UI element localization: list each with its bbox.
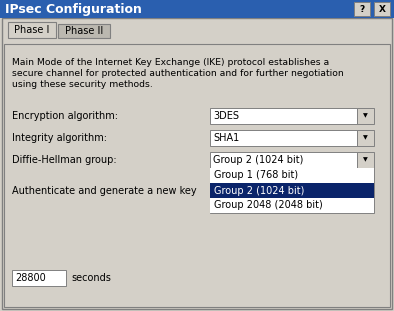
Text: using these security methods.: using these security methods.: [12, 80, 153, 89]
Bar: [210, 198, 374, 213]
Text: ▼: ▼: [363, 157, 368, 163]
Bar: [4, 44, 390, 307]
Text: Phase II: Phase II: [65, 26, 103, 36]
Text: IPsec Configuration: IPsec Configuration: [5, 2, 142, 16]
Text: ▼: ▼: [363, 136, 368, 141]
Text: Phase I: Phase I: [14, 25, 50, 35]
Text: Group 2 (1024 bit): Group 2 (1024 bit): [214, 185, 305, 196]
Text: Integrity algorithm:: Integrity algorithm:: [12, 133, 107, 143]
Bar: [58, 24, 110, 38]
Text: Main Mode of the Internet Key Exchange (IKE) protocol establishes a: Main Mode of the Internet Key Exchange (…: [12, 58, 329, 67]
Bar: [357, 108, 374, 124]
Text: Group 2 (1024 bit): Group 2 (1024 bit): [213, 155, 303, 165]
Text: secure channel for protected authentication and for further negotiation: secure channel for protected authenticat…: [12, 69, 344, 78]
Text: Encryption algorithm:: Encryption algorithm:: [12, 111, 118, 121]
Bar: [357, 152, 374, 168]
Text: Diffie-Hellman group:: Diffie-Hellman group:: [12, 155, 117, 165]
Bar: [210, 183, 374, 198]
Text: ?: ?: [359, 4, 364, 13]
Bar: [210, 152, 357, 168]
Text: 3DES: 3DES: [213, 111, 239, 121]
Bar: [0, 0, 394, 18]
Text: 28800: 28800: [15, 273, 46, 283]
Text: Authenticate and generate a new key: Authenticate and generate a new key: [12, 185, 197, 196]
Bar: [210, 168, 374, 213]
Text: X: X: [379, 4, 385, 13]
Bar: [210, 168, 374, 183]
Text: seconds: seconds: [71, 273, 111, 283]
Text: Group 2048 (2048 bit): Group 2048 (2048 bit): [214, 201, 323, 211]
Bar: [210, 130, 357, 146]
Bar: [357, 130, 374, 146]
Bar: [374, 2, 390, 16]
Text: SHA1: SHA1: [213, 133, 239, 143]
Bar: [210, 108, 357, 124]
Text: Group 1 (768 bit): Group 1 (768 bit): [214, 170, 298, 180]
Bar: [354, 2, 370, 16]
Bar: [12, 270, 66, 286]
Text: ▼: ▼: [363, 114, 368, 118]
Bar: [8, 22, 56, 38]
